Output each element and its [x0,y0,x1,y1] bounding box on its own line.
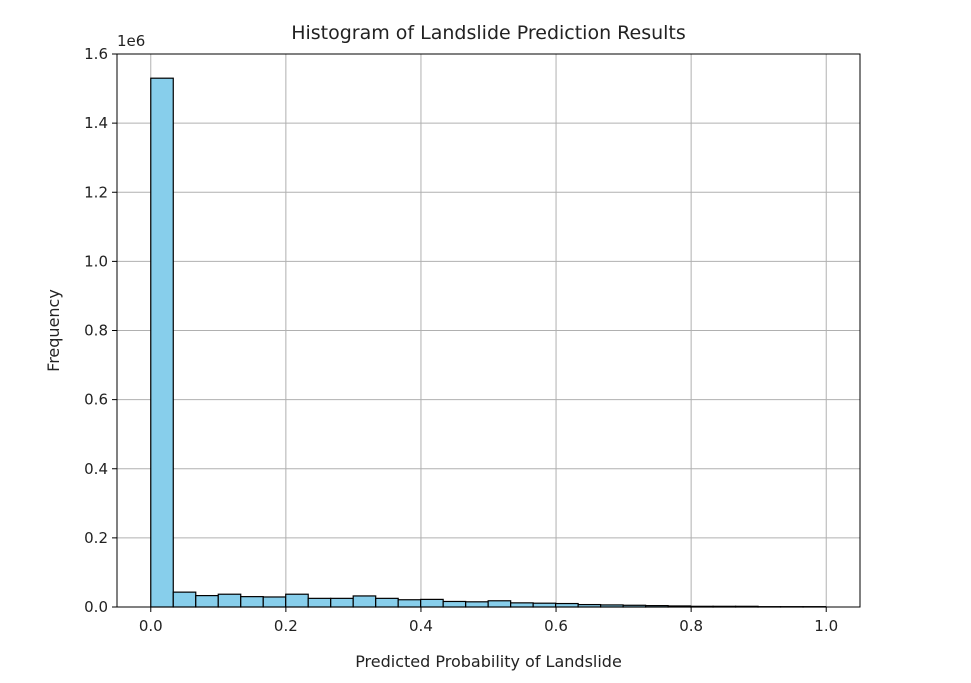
x-tick-label: 0.4 [409,617,433,635]
y-tick-label: 0.8 [84,322,108,340]
ticks: 0.0 0.2 0.4 0.6 0.8 1.0 0.0 0.2 0.4 0.6 0.8 1.0 1.2 1… [84,45,838,635]
y-tick-label: 1.4 [84,114,108,132]
histogram-bar [532,602,557,608]
histogram-bar [352,595,377,608]
x-tick-label: 0.2 [274,617,298,635]
histogram-bar [487,600,512,608]
histogram-bar [195,594,219,608]
x-tick-label: 0.0 [139,617,163,635]
y-tick-label: 1.6 [84,45,108,63]
histogram-bar [375,597,399,608]
grid [117,53,860,608]
x-tick-label: 0.8 [679,617,703,635]
x-axis-label: Predicted Probability of Landslide [355,652,622,671]
histogram-bar [217,593,242,608]
histogram-bar [262,596,287,608]
histogram-bar [330,597,354,608]
histogram-bar [285,593,309,608]
bars [150,77,827,608]
y-tick-label: 1.0 [84,252,108,270]
histogram-bar [307,597,332,608]
histogram-bar [555,602,579,608]
x-tick-label: 1.0 [814,617,838,635]
chart-title: Histogram of Landslide Prediction Result… [291,22,686,44]
y-axis-label: Frequency [44,289,63,372]
y-tick-label: 0.2 [84,529,108,547]
histogram-bar [397,599,422,608]
histogram-bar [510,602,534,608]
x-tick-label: 0.6 [544,617,568,635]
histogram-bar [172,591,197,608]
histogram-bar [420,598,444,608]
histogram-bar [150,77,174,608]
y-tick-label: 0.6 [84,391,108,409]
y-tick-label: 1.2 [84,183,108,201]
histogram-bar [465,601,489,608]
y-tick-label: 0.0 [84,598,108,616]
y-tick-label: 0.4 [84,460,108,478]
histogram-bar [442,600,467,608]
histogram-bar [240,596,264,608]
y-offset-label: 1e6 [117,32,145,50]
